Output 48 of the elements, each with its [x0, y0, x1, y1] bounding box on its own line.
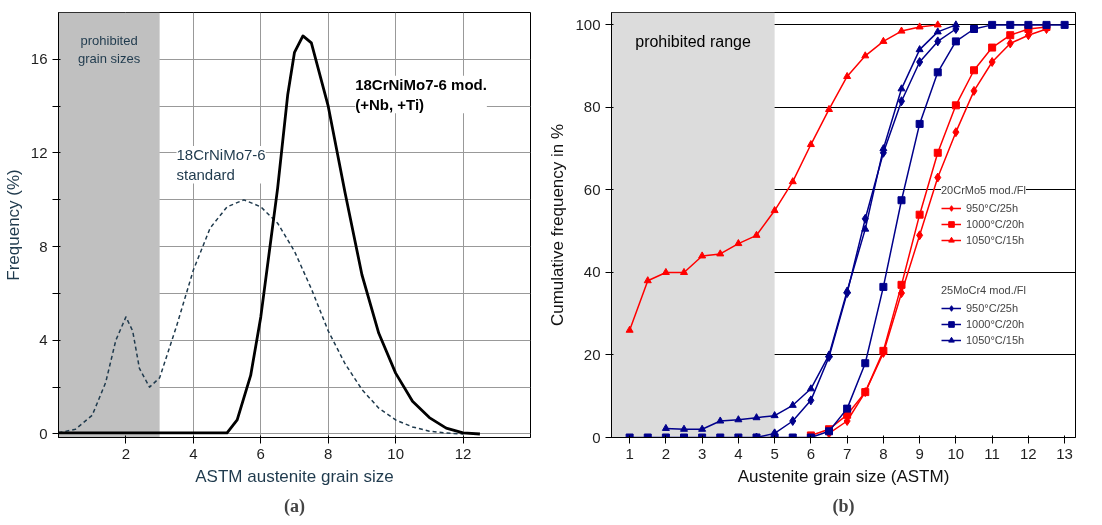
y-tick-label: 4	[39, 331, 48, 349]
x-tick-label: 7	[842, 444, 852, 462]
legend-label: 1050°C/15h	[966, 333, 1025, 347]
y-tick-label: 40	[583, 263, 601, 281]
band-label: prohibited range	[635, 32, 751, 50]
y-tick-label: 0	[592, 428, 601, 446]
x-tick-label: 1	[625, 444, 634, 462]
x-tick-label: 4	[189, 444, 198, 462]
y-axis-title: Frequency (%)	[3, 169, 23, 281]
y-tick-label: 16	[30, 50, 48, 68]
y-tick-label: 0	[39, 424, 48, 442]
y-tick-label: 60	[583, 180, 601, 198]
band-label: prohibited grain sizes	[78, 32, 141, 66]
x-tick-label: 6	[256, 444, 265, 462]
y-tick-label: 20	[583, 345, 601, 363]
text: (b)	[832, 495, 855, 517]
x-tick-label: 2	[661, 444, 671, 462]
legend-label: 1000°C/20h	[966, 317, 1025, 331]
x-tick-label: 12	[1020, 444, 1037, 462]
x-tick-label: 10	[947, 444, 965, 462]
x-axis-title: Austenite grain size (ASTM)	[737, 466, 950, 486]
x-tick-label: 8	[324, 444, 333, 462]
x-tick-label: 12	[454, 444, 472, 462]
annotation: 20CrMo5 mod./Fl	[941, 184, 1026, 196]
x-tick-label: 2	[121, 444, 131, 462]
annotation: 18CrNiMo7-6 mod. (+Nb, +Ti)	[355, 75, 487, 114]
x-tick-label: 4	[734, 444, 743, 462]
text: (a)	[284, 495, 306, 517]
y-axis-title: Cumulative frequency in %	[548, 123, 568, 327]
annotation: 18CrNiMo7-6 standard	[176, 146, 266, 184]
legend-label: 950°C/25h	[966, 301, 1019, 315]
x-tick-label: 9	[915, 444, 924, 462]
x-tick-label: 10	[387, 444, 404, 462]
legend-label: 1000°C/20h	[966, 217, 1025, 231]
y-tick-label: 8	[39, 237, 48, 255]
x-tick-label: 3	[697, 444, 707, 462]
x-tick-label: 13	[1056, 444, 1073, 462]
x-axis-title: ASTM austenite grain size	[195, 466, 394, 486]
annotation: 25MoCr4 mod./Fl	[941, 284, 1026, 296]
x-tick-label: 11	[984, 444, 1000, 462]
y-tick-label: 100	[575, 15, 601, 33]
x-tick-label: 5	[770, 444, 779, 462]
legend-label: 950°C/25h	[966, 201, 1019, 215]
legend-label: 1050°C/15h	[966, 233, 1025, 247]
x-tick-label: 8	[879, 444, 888, 462]
y-tick-label: 12	[30, 144, 48, 161]
y-tick-label: 80	[583, 98, 601, 116]
x-tick-label: 6	[806, 444, 816, 462]
